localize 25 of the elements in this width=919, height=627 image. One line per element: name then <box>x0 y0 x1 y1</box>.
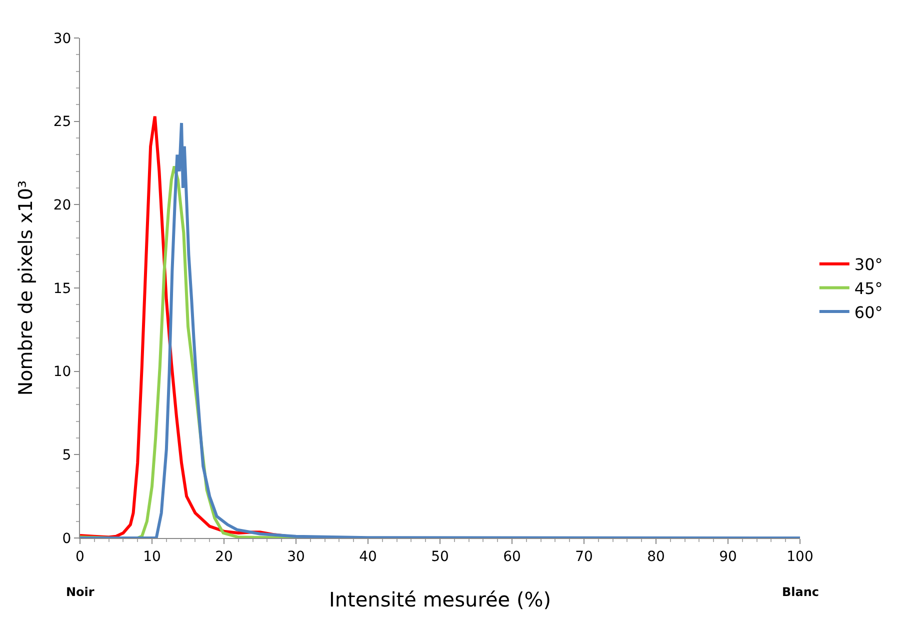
x-tick-label: 50 <box>431 548 449 565</box>
x-tick-label: 90 <box>719 548 737 565</box>
x-tick-label: 10 <box>143 548 161 565</box>
y-axis-title: Nombre de pixels x10³ <box>15 180 38 396</box>
y-tick-label: 5 <box>62 448 72 464</box>
x-axis-title: Intensité mesurée (%) <box>328 587 552 612</box>
legend-label: 45° <box>854 278 883 298</box>
x-tick-label: 30 <box>287 548 305 565</box>
y-tick-label: 15 <box>53 280 72 297</box>
legend-label: 30° <box>854 255 883 274</box>
x-tick-label: 60 <box>503 548 521 565</box>
y-tick-label: 25 <box>53 114 72 130</box>
text: Blanc <box>782 585 820 599</box>
x-tick-label: 40 <box>359 548 377 565</box>
y-tick-label: 20 <box>53 198 72 214</box>
y-tick-label: 30 <box>53 30 72 47</box>
x-tick-label: 0 <box>76 548 84 565</box>
x-tick-label: 80 <box>647 548 665 565</box>
legend-label: 60° <box>854 302 883 322</box>
x-tick-label: 70 <box>575 548 593 565</box>
x-tick-label: 100 <box>786 548 814 565</box>
y-tick-label: 10 <box>53 364 72 380</box>
x-tick-label: 20 <box>215 548 233 565</box>
y-tick-label: 0 <box>62 530 72 547</box>
text: Noir <box>66 585 94 599</box>
